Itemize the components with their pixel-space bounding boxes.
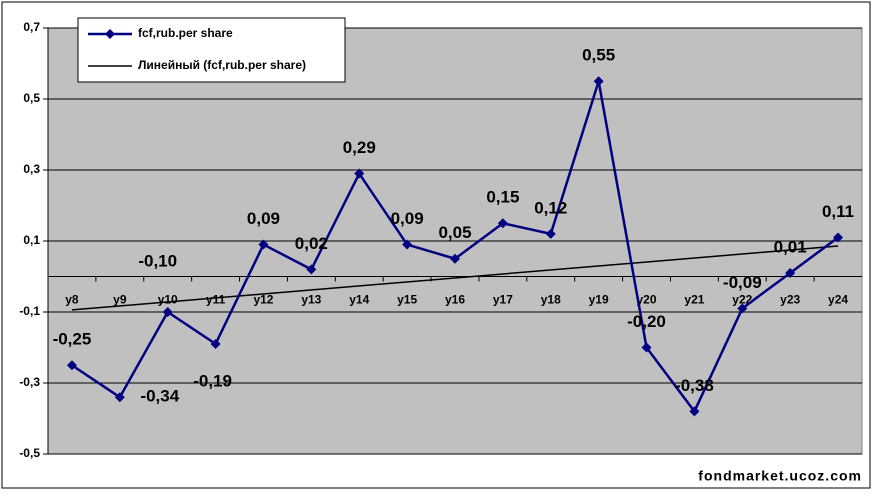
data-label: 0,05 (438, 223, 471, 242)
data-label: -0,20 (627, 312, 666, 331)
data-label: -0,34 (140, 387, 179, 406)
x-tick-label: y23 (780, 293, 800, 307)
x-tick-label: y20 (637, 293, 657, 307)
data-label: 0,11 (822, 202, 854, 221)
trendline (71, 245, 839, 311)
marker (450, 253, 460, 264)
marker (737, 303, 748, 314)
x-tick-label: y11 (206, 293, 226, 307)
data-label: -0,10 (138, 251, 177, 270)
x-tick-label: y18 (541, 293, 561, 307)
y-tick-label: -0,1 (19, 304, 40, 318)
x-tick-label: y8 (65, 293, 79, 307)
marker (114, 392, 125, 403)
y-tick-label: -0,5 (19, 446, 40, 460)
marker (210, 338, 221, 349)
marker (306, 264, 317, 275)
marker (162, 307, 173, 317)
y-tick-label: 0,5 (23, 91, 40, 105)
x-tick-label: y24 (828, 293, 848, 307)
x-tick-label: y12 (253, 293, 273, 307)
marker (258, 239, 269, 250)
legend-marker (105, 29, 115, 39)
data-label: 0,12 (534, 198, 567, 217)
y-tick-label: 0,1 (23, 233, 40, 247)
data-label: 0,15 (486, 188, 519, 207)
marker (545, 228, 556, 239)
data-label: 0,01 (774, 237, 807, 256)
data-label: -0,19 (193, 371, 232, 390)
marker (593, 76, 604, 87)
data-label: -0,09 (723, 273, 762, 292)
data-label: 0,29 (343, 138, 376, 157)
marker (402, 239, 413, 250)
legend-label: fcf,rub.per share (138, 26, 233, 40)
y-tick-label: 0,7 (23, 20, 40, 34)
x-tick-label: y16 (445, 293, 465, 307)
data-label: 0,09 (391, 209, 424, 228)
data-label: 0,55 (582, 46, 615, 65)
x-tick-label: y17 (493, 293, 513, 307)
x-tick-label: y19 (589, 293, 609, 307)
marker (497, 218, 508, 229)
legend (77, 17, 346, 83)
x-tick-label: y21 (684, 293, 704, 307)
marker (689, 406, 700, 417)
data-label: -0,25 (53, 330, 92, 349)
legend-label: Линейный (fcf,rub.per share) (138, 58, 306, 72)
marker (641, 342, 652, 353)
x-tick-label: y14 (349, 293, 369, 307)
x-tick-label: y13 (301, 293, 321, 307)
data-label: -0,38 (675, 376, 714, 395)
marker (66, 360, 77, 371)
x-tick-label: y9 (113, 293, 127, 307)
marker (354, 168, 365, 179)
y-tick-label: -0,3 (19, 375, 40, 389)
x-tick-label: y15 (397, 293, 417, 307)
data-label: 0,09 (247, 209, 280, 228)
x-tick-label: y10 (158, 293, 178, 307)
data-label: 0,02 (295, 234, 328, 253)
marker (833, 232, 844, 243)
marker (785, 267, 796, 278)
watermark: fondmarket.ucoz.com (698, 468, 862, 484)
y-tick-label: 0,3 (23, 162, 40, 176)
